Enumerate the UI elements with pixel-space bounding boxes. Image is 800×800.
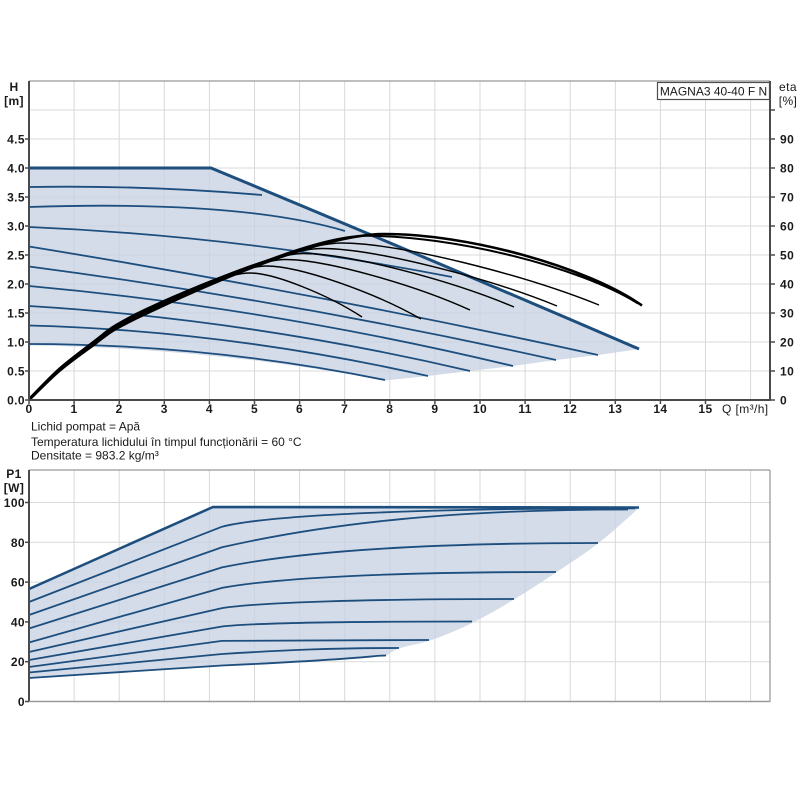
svg-text:60: 60: [780, 220, 794, 234]
svg-text:1.5: 1.5: [7, 307, 25, 321]
svg-text:2.0: 2.0: [7, 278, 25, 292]
svg-text:Q [m³/h]: Q [m³/h]: [722, 402, 769, 416]
svg-text:[m]: [m]: [4, 94, 24, 108]
svg-text:0.5: 0.5: [7, 365, 25, 379]
svg-text:Lichid pompat = Apă: Lichid pompat = Apă: [31, 420, 140, 434]
svg-text:7: 7: [341, 402, 348, 416]
svg-text:1.0: 1.0: [7, 336, 25, 350]
svg-text:MAGNA3 40-40 F N: MAGNA3 40-40 F N: [660, 85, 767, 99]
svg-text:0.0: 0.0: [7, 394, 25, 408]
svg-text:8: 8: [386, 402, 393, 416]
svg-text:15: 15: [698, 402, 712, 416]
svg-text:3.5: 3.5: [7, 191, 25, 205]
svg-text:[W]: [W]: [4, 481, 25, 495]
svg-text:0: 0: [25, 402, 32, 416]
svg-text:3: 3: [161, 402, 168, 416]
svg-text:Temperatura lichidului în timp: Temperatura lichidului în timpul funcțio…: [31, 435, 302, 449]
svg-text:70: 70: [780, 191, 794, 205]
svg-text:40: 40: [11, 615, 25, 629]
svg-text:H: H: [9, 80, 18, 94]
svg-text:60: 60: [11, 576, 25, 590]
svg-text:13: 13: [608, 402, 622, 416]
svg-text:14: 14: [653, 402, 667, 416]
svg-text:Densitate = 983.2 kg/m³: Densitate = 983.2 kg/m³: [31, 449, 159, 463]
svg-text:10: 10: [780, 365, 794, 379]
svg-text:3.0: 3.0: [7, 220, 25, 234]
svg-text:20: 20: [780, 336, 794, 350]
svg-text:P1: P1: [6, 467, 21, 481]
svg-text:5: 5: [251, 402, 258, 416]
svg-text:2.5: 2.5: [7, 249, 25, 263]
svg-text:10: 10: [473, 402, 487, 416]
svg-text:50: 50: [780, 249, 794, 263]
svg-text:80: 80: [11, 536, 25, 550]
svg-text:2: 2: [116, 402, 123, 416]
svg-text:4: 4: [206, 402, 213, 416]
svg-text:80: 80: [780, 162, 794, 176]
svg-text:0: 0: [18, 695, 25, 709]
svg-text:20: 20: [11, 655, 25, 669]
svg-text:0: 0: [780, 394, 787, 408]
svg-text:[%]: [%]: [779, 94, 798, 108]
svg-text:12: 12: [563, 402, 577, 416]
svg-text:11: 11: [518, 402, 532, 416]
svg-text:1: 1: [71, 402, 78, 416]
svg-text:4.5: 4.5: [7, 133, 25, 147]
svg-text:100: 100: [4, 496, 25, 510]
svg-text:9: 9: [431, 402, 438, 416]
svg-text:90: 90: [780, 133, 794, 147]
svg-text:4.0: 4.0: [7, 162, 25, 176]
svg-text:eta: eta: [779, 80, 797, 94]
svg-text:40: 40: [780, 278, 794, 292]
svg-text:6: 6: [296, 402, 303, 416]
svg-text:30: 30: [780, 307, 794, 321]
